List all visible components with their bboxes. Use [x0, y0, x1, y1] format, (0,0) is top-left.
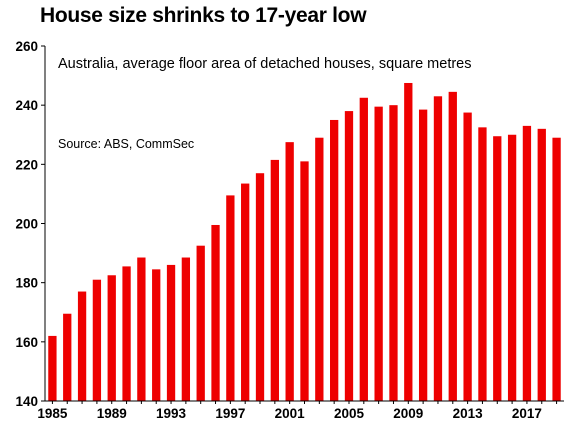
bar-1998: [241, 183, 250, 401]
x-tick-label: 2009: [393, 406, 423, 421]
bar-2003: [315, 137, 324, 401]
y-tick-label: 180: [15, 276, 38, 291]
bar-1993: [166, 264, 176, 401]
x-tick-label: 2005: [334, 406, 365, 421]
bar-1985: [48, 335, 57, 401]
x-ticks-group: 1985 1989 1993 1997 2001 2005 2009 2013 2017: [37, 401, 558, 421]
y-tick-label: 220: [15, 157, 38, 172]
bar-2006: [359, 97, 368, 402]
x-tick-label: 2013: [453, 406, 484, 421]
bar-1996: [211, 224, 220, 401]
chart-source: Source: ABS, CommSec: [58, 137, 194, 151]
bars-group: [48, 82, 561, 402]
bar-2002: [300, 161, 309, 401]
bar-2012: [448, 91, 457, 401]
x-tick-label: 1993: [156, 406, 187, 421]
bar-1997: [226, 195, 235, 401]
bar-2010: [418, 109, 428, 401]
chart-title: House size shrinks to 17-year low: [40, 4, 367, 27]
bar-2018: [537, 128, 546, 401]
y-tick-label: 200: [15, 217, 38, 232]
bar-1994: [181, 257, 191, 401]
y-tick-label: 160: [15, 335, 38, 350]
bar-1989: [107, 275, 116, 401]
x-tick-label: 2017: [512, 406, 542, 421]
bar-2016: [507, 134, 517, 401]
bar-1999: [255, 173, 265, 401]
x-tick-label: 1985: [37, 406, 68, 421]
x-tick-label: 1989: [97, 406, 127, 421]
bar-2015: [493, 136, 502, 402]
y-tick-label: 140: [15, 394, 38, 409]
y-tick-label: 240: [15, 98, 38, 113]
bar-2005: [344, 111, 354, 401]
bar-1988: [92, 279, 102, 401]
bar-1987: [77, 291, 87, 401]
y-ticks-group: 140 160 180 200 220 240 260: [15, 39, 45, 409]
bar-1995: [196, 245, 205, 401]
bar-2008: [389, 105, 398, 402]
bar-1990: [122, 266, 131, 401]
y-tick-label: 260: [15, 39, 38, 54]
bar-1991: [137, 257, 146, 401]
bar-2004: [330, 119, 339, 402]
bar-2017: [522, 125, 532, 402]
chart-subtitle: Australia, average floor area of detache…: [58, 56, 472, 72]
bar-2009: [404, 82, 413, 401]
x-tick-label: 1997: [215, 406, 245, 421]
bar-2007: [374, 106, 383, 402]
bar-2011: [433, 96, 443, 401]
bar-2013: [463, 112, 472, 401]
bar-2019: [552, 137, 561, 401]
bar-1992: [152, 269, 161, 401]
bar-1986: [63, 313, 72, 401]
bar-2014: [478, 127, 487, 401]
bar-2001: [285, 142, 294, 401]
bar-2000: [270, 159, 279, 401]
x-tick-label: 2001: [275, 406, 306, 421]
